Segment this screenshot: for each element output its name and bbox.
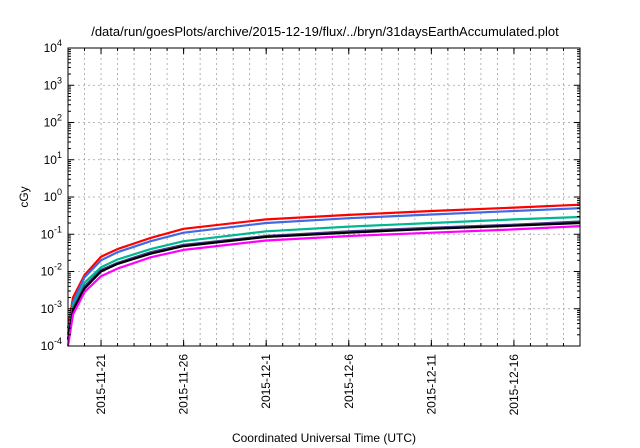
grid — [68, 48, 580, 346]
y-tick-label: 10-4 — [41, 336, 62, 353]
y-tick-label: 102 — [44, 113, 62, 130]
x-axis-label: Coordinated Universal Time (UTC) — [232, 431, 416, 445]
series-line-6 — [66, 225, 581, 347]
series-line-5 — [66, 221, 581, 340]
y-tick-label: 103 — [44, 75, 62, 92]
x-tick-label: 2015-12-16 — [507, 354, 521, 416]
y-axis-tick-labels: 10-4 10-3 10-2 10-1 100 101 102 103 104 — [41, 38, 62, 353]
axis-ticks — [68, 47, 580, 347]
x-axis-tick-labels: 2015-11-21 2015-11-26 2015-12-1 2015-12-6 20… — [94, 354, 521, 416]
y-tick-label: 100 — [44, 187, 62, 204]
chart-title: /data/run/goesPlots/archive/2015-12-19/f… — [91, 24, 559, 39]
y-tick-label: 10-1 — [41, 224, 62, 241]
x-tick-label: 2015-12-6 — [342, 354, 356, 409]
y-tick-label: 10-3 — [41, 299, 62, 316]
y-tick-label: 104 — [44, 38, 62, 55]
series-line-2 — [66, 207, 581, 335]
y-tick-label: 101 — [44, 150, 62, 167]
series-line-1 — [66, 203, 581, 329]
series-line-3 — [66, 215, 581, 335]
x-tick-label: 2015-12-11 — [424, 354, 438, 415]
series-group — [66, 203, 581, 347]
x-tick-label: 2015-11-21 — [94, 354, 108, 415]
x-tick-label: 2015-12-1 — [259, 354, 273, 409]
y-tick-label: 10-2 — [41, 262, 62, 279]
y-axis-label: cGy — [17, 186, 31, 207]
x-tick-label: 2015-11-26 — [177, 354, 191, 415]
